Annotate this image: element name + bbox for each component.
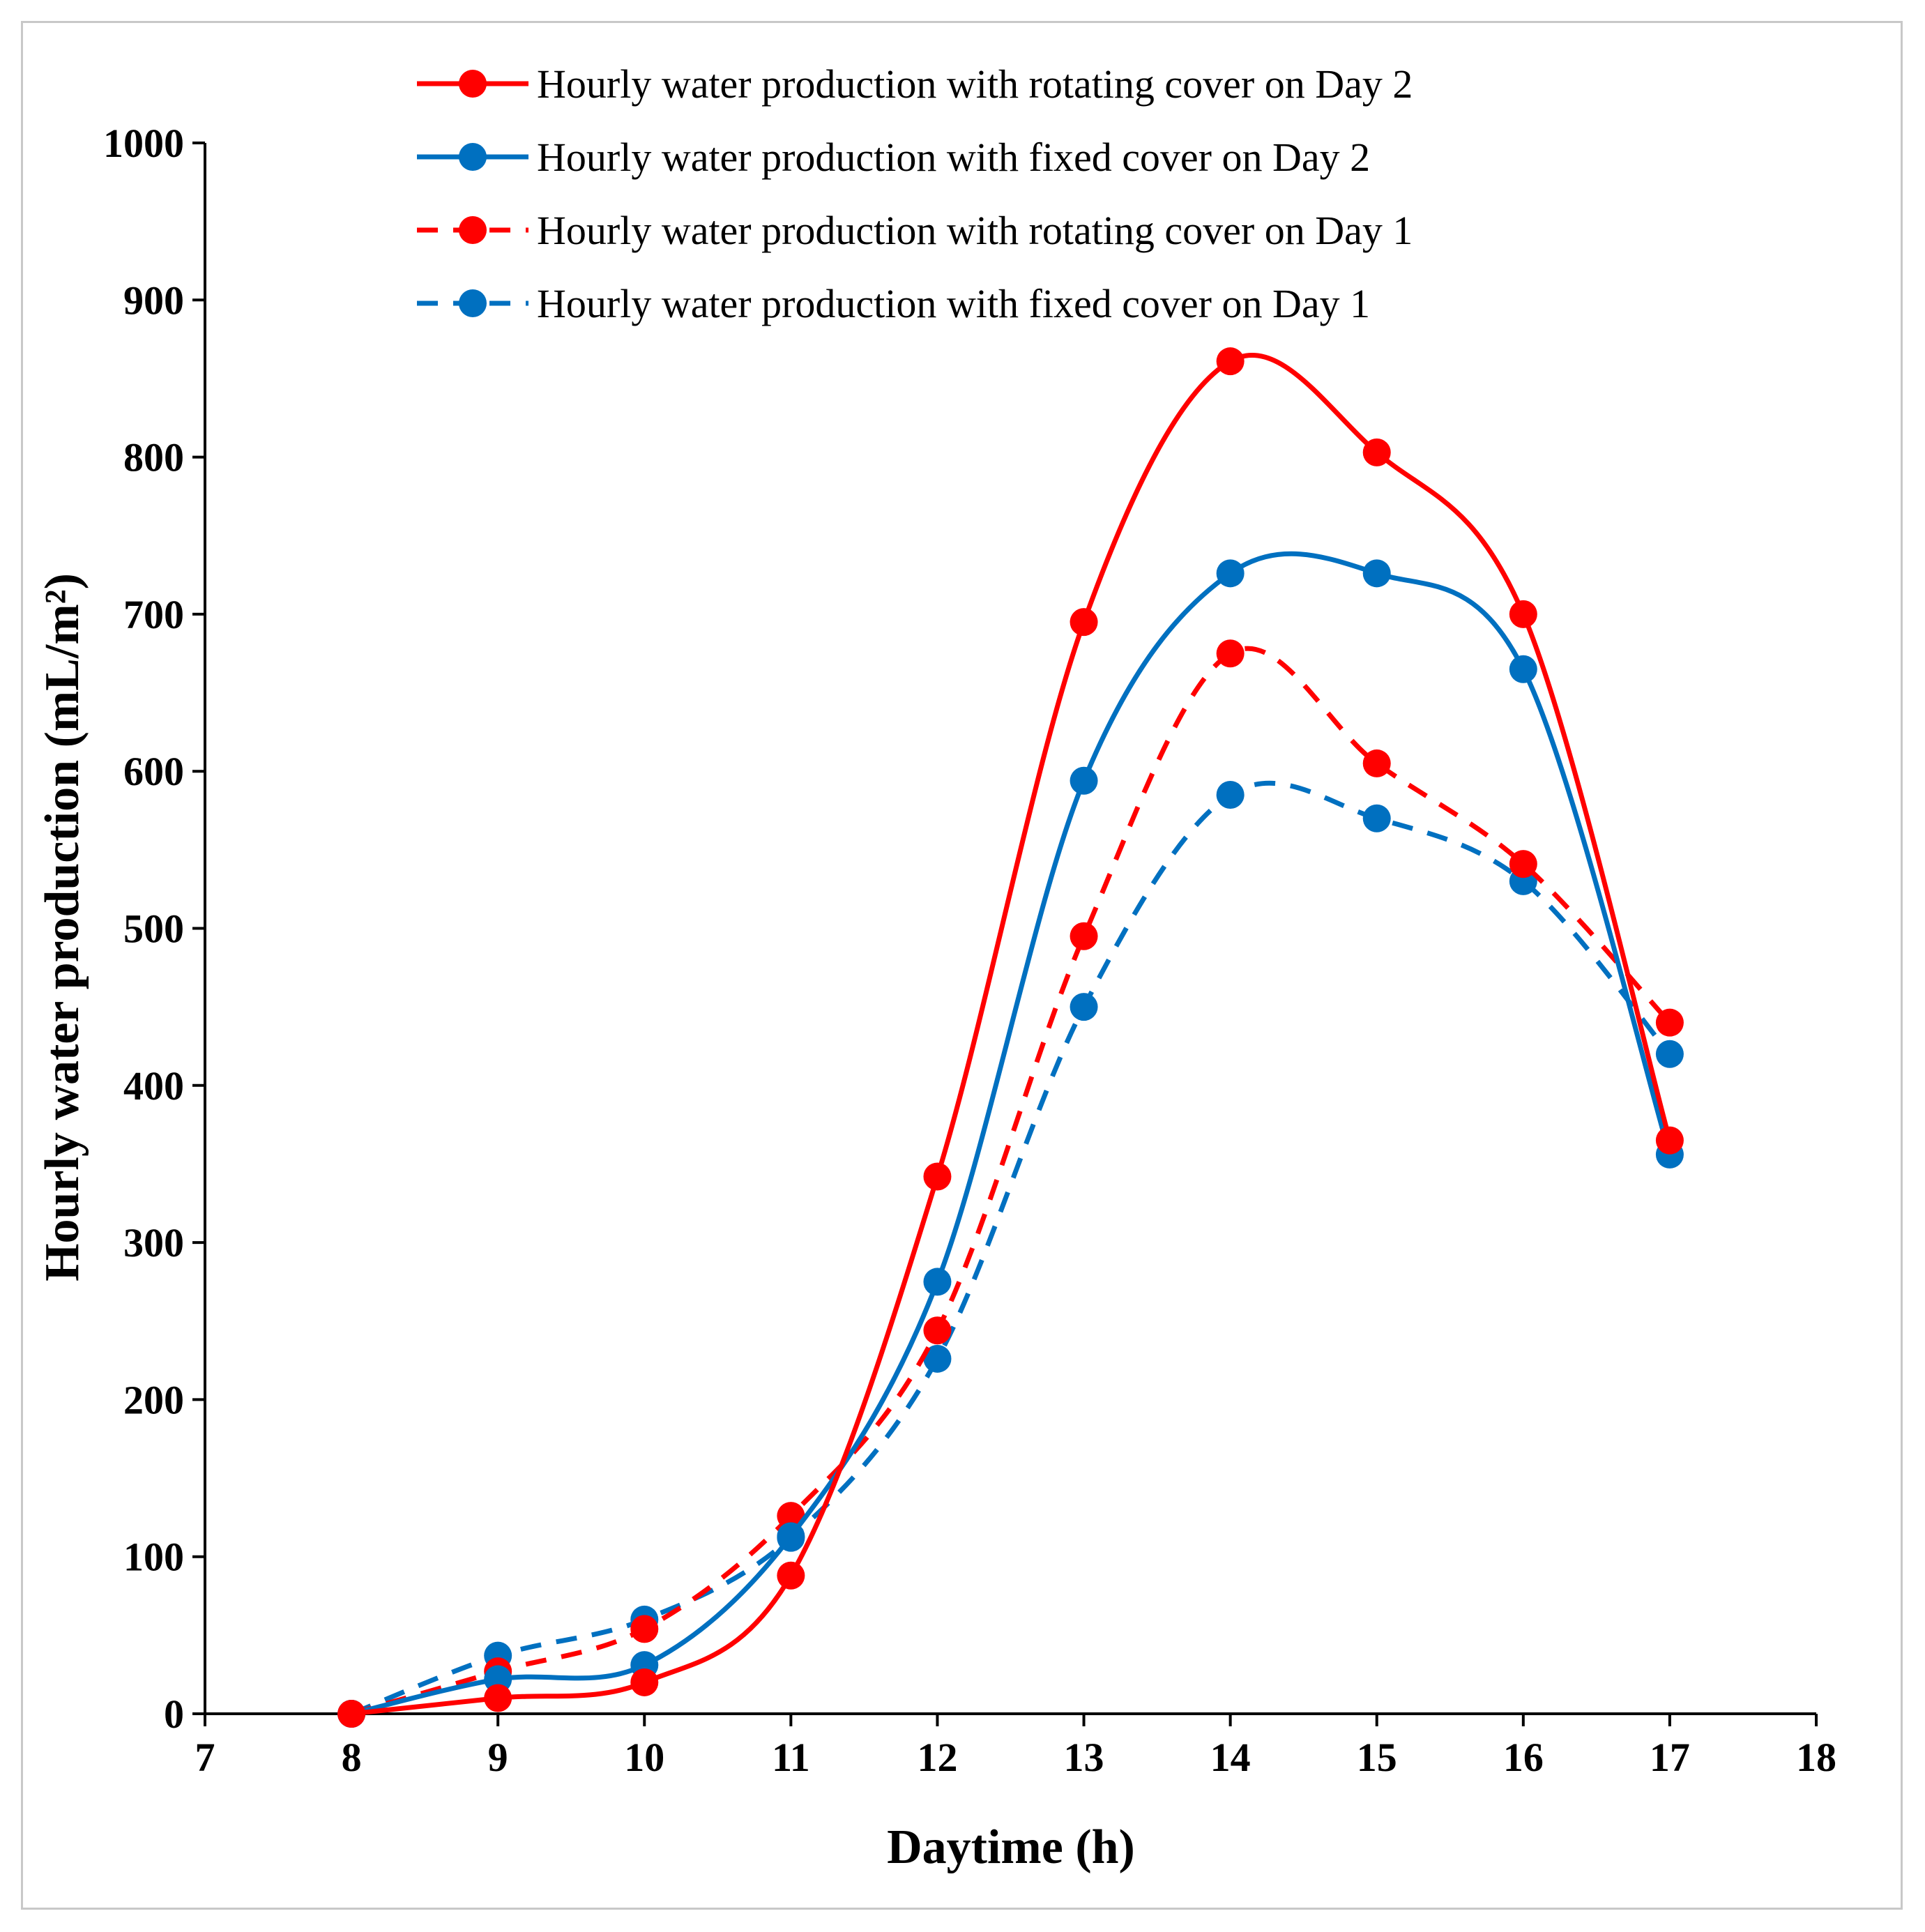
legend-item: Hourly water production with rotating co… bbox=[417, 61, 1413, 107]
data-point bbox=[1509, 655, 1537, 683]
data-point bbox=[1216, 780, 1245, 809]
data-point bbox=[630, 1668, 659, 1696]
y-tick-label: 300 bbox=[123, 1220, 184, 1265]
x-tick-label: 13 bbox=[1064, 1735, 1104, 1780]
legend-swatch-marker bbox=[459, 216, 487, 244]
y-tick-label: 400 bbox=[123, 1063, 184, 1109]
data-point bbox=[777, 1502, 805, 1530]
series-layer bbox=[337, 347, 1684, 1728]
series-3 bbox=[337, 639, 1684, 1728]
x-tick-label: 14 bbox=[1210, 1735, 1251, 1780]
data-point bbox=[1655, 1126, 1684, 1155]
x-tick-label: 11 bbox=[772, 1735, 810, 1780]
y-axis-ticks: 0 100 200 300 400 500 600 700 800 900 1000 bbox=[103, 121, 205, 1737]
y-tick-label: 1000 bbox=[103, 121, 184, 166]
data-point bbox=[1070, 993, 1098, 1021]
data-point bbox=[1655, 1040, 1684, 1068]
series-line bbox=[351, 646, 1672, 1717]
x-tick-label: 16 bbox=[1503, 1735, 1544, 1780]
legend-item: Hourly water production with fixed cover… bbox=[417, 281, 1370, 326]
data-point bbox=[1509, 600, 1537, 628]
x-tick-label: 18 bbox=[1796, 1735, 1836, 1780]
series-2 bbox=[337, 551, 1684, 1728]
data-point bbox=[1070, 922, 1098, 950]
y-tick-label: 500 bbox=[123, 906, 184, 952]
data-point bbox=[923, 1316, 952, 1345]
x-tick-label: 15 bbox=[1357, 1735, 1397, 1780]
data-point bbox=[777, 1522, 805, 1551]
legend-label: Hourly water production with rotating co… bbox=[537, 208, 1413, 253]
series-1 bbox=[337, 347, 1684, 1728]
data-point bbox=[1070, 608, 1098, 637]
y-tick-label: 800 bbox=[123, 435, 184, 480]
legend: Hourly water production with rotating co… bbox=[417, 61, 1413, 326]
legend-swatch-marker bbox=[459, 143, 487, 171]
data-point bbox=[923, 1162, 952, 1191]
legend-item: Hourly water production with fixed cover… bbox=[417, 135, 1370, 180]
x-axis-title: Daytime (h) bbox=[887, 1820, 1135, 1874]
data-point bbox=[630, 1615, 659, 1643]
data-point bbox=[777, 1561, 805, 1590]
x-tick-label: 8 bbox=[342, 1735, 362, 1780]
legend-item: Hourly water production with rotating co… bbox=[417, 208, 1413, 253]
data-point bbox=[1362, 804, 1391, 832]
chart-frame bbox=[21, 21, 1903, 1910]
data-point bbox=[484, 1684, 512, 1712]
y-tick-label: 900 bbox=[123, 277, 184, 323]
y-axis-title: Hourly water production (mL/m²) bbox=[36, 573, 89, 1281]
series-4 bbox=[337, 780, 1684, 1728]
x-tick-label: 10 bbox=[624, 1735, 664, 1780]
y-tick-label: 0 bbox=[164, 1691, 184, 1737]
x-tick-label: 9 bbox=[488, 1735, 508, 1780]
data-point bbox=[1509, 850, 1537, 878]
data-point bbox=[923, 1268, 952, 1296]
y-tick-label: 200 bbox=[123, 1377, 184, 1422]
data-point bbox=[337, 1700, 366, 1728]
legend-swatch-marker bbox=[459, 70, 487, 98]
legend-label: Hourly water production with fixed cover… bbox=[537, 135, 1370, 180]
y-tick-label: 700 bbox=[123, 592, 184, 637]
data-point bbox=[1216, 639, 1245, 668]
data-point bbox=[1216, 559, 1245, 588]
data-point bbox=[1362, 559, 1391, 588]
x-axis-ticks: 7 8 9 10 11 12 13 14 15 16 17 18 bbox=[195, 1714, 1836, 1780]
axes bbox=[204, 143, 1816, 1715]
legend-swatch-marker bbox=[459, 289, 487, 317]
x-tick-label: 7 bbox=[195, 1735, 215, 1780]
data-point bbox=[1362, 438, 1391, 466]
x-tick-label: 17 bbox=[1650, 1735, 1690, 1780]
legend-label: Hourly water production with rotating co… bbox=[537, 61, 1413, 107]
data-point bbox=[1070, 766, 1098, 795]
y-tick-label: 600 bbox=[123, 749, 184, 794]
data-point bbox=[1362, 749, 1391, 777]
legend-label: Hourly water production with fixed cover… bbox=[537, 281, 1370, 326]
y-tick-label: 100 bbox=[123, 1535, 184, 1580]
data-point bbox=[1216, 347, 1245, 376]
series-line bbox=[351, 551, 1673, 1717]
data-point bbox=[923, 1344, 952, 1373]
x-tick-label: 12 bbox=[917, 1735, 957, 1780]
data-point bbox=[1655, 1008, 1684, 1037]
series-line bbox=[350, 780, 1672, 1717]
